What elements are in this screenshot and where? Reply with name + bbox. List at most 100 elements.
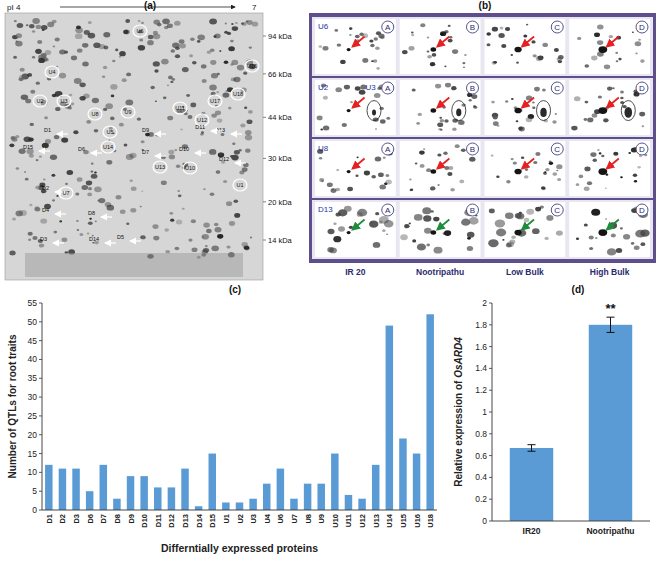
gel-spot <box>243 72 247 75</box>
bar <box>372 465 379 510</box>
cell-spot <box>378 172 384 177</box>
cell-spot <box>422 207 431 214</box>
cell-spot <box>533 161 537 164</box>
gel-spot <box>84 30 90 35</box>
cell-spot <box>549 161 552 163</box>
gel-spot <box>11 136 16 140</box>
gel-spot <box>231 60 238 65</box>
gel-spot <box>221 133 225 136</box>
gel-spot <box>179 43 186 48</box>
cell-spot <box>464 54 467 56</box>
gel-spot <box>164 26 168 29</box>
cell-spot <box>319 157 322 160</box>
bar <box>100 465 107 510</box>
spot-label: D4 <box>42 207 49 213</box>
gel-spot <box>62 238 68 242</box>
gel-spot <box>252 21 259 26</box>
cell-spot <box>440 33 443 36</box>
target-spot <box>514 230 521 236</box>
target-spot <box>347 109 351 112</box>
gel-spot <box>250 237 252 239</box>
spot-label: U7 <box>62 190 69 196</box>
cell-background <box>400 141 481 196</box>
gel-spot <box>177 190 180 192</box>
column-letter: A <box>385 23 391 32</box>
column-letter: A <box>385 145 391 154</box>
gel-spot <box>239 171 244 175</box>
target-spot <box>598 46 607 53</box>
gel-spot <box>94 129 99 133</box>
cell-spot <box>505 100 508 102</box>
spot-label: U16 <box>247 63 257 69</box>
cell-spot <box>412 88 416 91</box>
cell-spot <box>542 187 546 190</box>
cell-background <box>315 202 396 257</box>
column-badge <box>382 143 394 155</box>
panel-label: (a) <box>144 0 156 11</box>
target-spot <box>347 48 351 51</box>
gel-spot <box>32 236 37 240</box>
x-tick-label: D1 <box>45 514 54 524</box>
gel-spot <box>29 24 34 28</box>
bar <box>45 465 52 510</box>
gel-spot <box>74 78 82 84</box>
target-spot <box>431 108 437 112</box>
gel-spot <box>210 60 216 65</box>
cell-spot <box>607 87 612 91</box>
cell-background <box>569 19 650 74</box>
gel-spot <box>201 64 207 68</box>
x-tick-label: D15 <box>208 514 217 528</box>
gel-spot <box>55 38 60 42</box>
y-tick-label: 55 <box>28 298 38 308</box>
gel-spot <box>178 194 182 197</box>
cell-spot <box>357 209 367 217</box>
gel-spot <box>231 78 236 82</box>
cell-spot <box>526 24 528 26</box>
cell-spot <box>359 33 363 36</box>
x-tick-label: D2 <box>58 514 67 524</box>
cell-spot <box>543 172 547 175</box>
cell-spot <box>557 178 561 181</box>
cell-spot <box>369 221 378 228</box>
cell-spot <box>414 214 423 221</box>
cell-spot <box>427 55 432 59</box>
x-tick-label: U13 <box>372 514 381 528</box>
gel-spot <box>232 26 238 31</box>
gel-spot <box>174 149 177 151</box>
sample-caption: High Bulk <box>590 267 630 277</box>
cell-spot <box>409 46 415 51</box>
comparison-row <box>312 17 653 76</box>
gel-spot <box>94 186 102 192</box>
x-tick-label: U18 <box>426 514 435 528</box>
gel-spot <box>36 82 40 85</box>
spot-label: D12 <box>219 156 229 162</box>
gel-spot <box>192 247 198 252</box>
gel-spot <box>20 68 25 72</box>
spot-circle <box>33 95 47 107</box>
spot-label: D5 <box>117 234 124 240</box>
spot-arrow <box>235 162 246 163</box>
cell-spot <box>432 53 437 57</box>
gel-spot <box>52 174 56 177</box>
bar <box>195 506 202 510</box>
cell-spot <box>584 167 590 172</box>
y-tick-label: 40 <box>28 354 38 364</box>
mw-label: 44 kDa <box>268 113 293 122</box>
cell-spot <box>323 126 330 131</box>
cell-spot <box>525 168 528 171</box>
cell-spot <box>411 34 414 37</box>
gel-spot <box>103 32 110 37</box>
gel-spot <box>106 160 112 165</box>
cell-spot <box>430 186 435 190</box>
cell-spot <box>641 242 646 246</box>
cell-spot <box>532 101 535 103</box>
gel-spot <box>68 107 72 110</box>
gel-spot <box>224 60 229 64</box>
gel-spot <box>92 98 99 104</box>
cell-spot <box>556 230 563 235</box>
error-cap <box>528 444 536 445</box>
column-letter: B <box>470 145 475 154</box>
gel-spot <box>130 208 136 213</box>
cell-spot <box>505 27 510 31</box>
cell-spot <box>635 53 637 55</box>
